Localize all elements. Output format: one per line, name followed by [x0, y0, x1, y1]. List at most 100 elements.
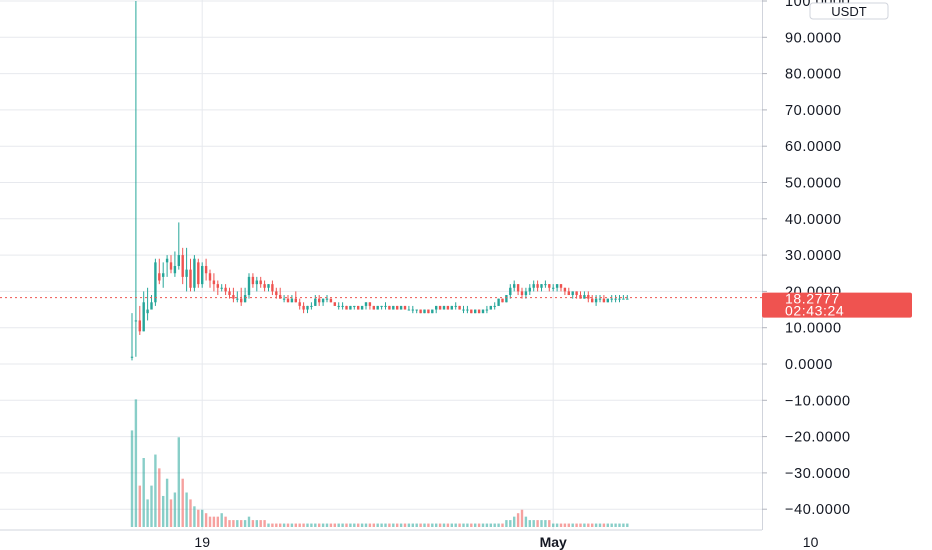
volume-bar	[165, 478, 169, 527]
candle-body	[505, 295, 508, 303]
time-axis[interactable]: 19 May 10	[0, 529, 819, 550]
volume-bar	[536, 520, 539, 527]
price-axis[interactable]: 100.000090.000080.000070.000060.000050.0…	[762, 0, 851, 518]
candle-body	[407, 309, 411, 311]
volume-bar	[162, 495, 165, 527]
volume-bar	[247, 516, 251, 527]
volume-bar	[193, 506, 196, 527]
price-tick-label: 60.0000	[785, 139, 842, 155]
volume-bar	[197, 509, 200, 527]
volume-bar	[415, 523, 418, 527]
volume-bar	[392, 523, 395, 527]
candle-body	[259, 280, 262, 285]
volume-bar	[380, 523, 383, 527]
candle-body	[388, 305, 391, 310]
volume-bar	[466, 523, 469, 527]
candle-body	[197, 262, 200, 285]
volume-bar	[158, 468, 161, 527]
candle-body	[618, 298, 621, 300]
volume-bar	[587, 523, 590, 527]
volume-bar	[360, 523, 364, 527]
price-tick-label: 90.0000	[785, 30, 842, 46]
candle-body	[314, 298, 317, 306]
candle-body	[302, 305, 305, 310]
volume-bar	[318, 523, 321, 527]
candle-body	[247, 276, 251, 296]
candle-body	[598, 298, 602, 300]
time-axis-label: May	[540, 534, 567, 550]
candle-body	[470, 309, 473, 314]
volume-bar	[618, 523, 621, 527]
volume-bar	[255, 520, 258, 527]
candle-body	[427, 309, 430, 314]
candle-body	[263, 284, 266, 288]
candle-body	[162, 273, 165, 277]
volume-bar	[622, 523, 625, 527]
volume-bar	[481, 523, 485, 527]
volume-bar	[450, 523, 453, 527]
volume-bar	[474, 523, 477, 527]
candle-body	[185, 269, 188, 277]
candle-body	[372, 305, 375, 310]
price-tick-label: 50.0000	[785, 176, 842, 192]
grid-lines	[0, 0, 762, 530]
candle-body	[345, 305, 348, 310]
volume-bar	[169, 499, 173, 527]
volume-bar	[267, 523, 270, 527]
price-tick-label: 0.0000	[785, 357, 833, 373]
volume-bar	[130, 430, 134, 527]
candle-body	[415, 309, 418, 311]
candle-body	[165, 258, 169, 263]
price-tick-label: 30.0000	[785, 248, 842, 264]
volume-bar	[438, 523, 442, 527]
volume-bar	[555, 523, 559, 527]
volume-bar	[353, 523, 356, 527]
candle-body	[450, 305, 453, 310]
volume-bar	[142, 458, 145, 527]
volume-bar	[181, 478, 184, 527]
volume-bar	[493, 523, 496, 527]
candle-body	[321, 298, 325, 303]
price-tick-label: −30.0000	[785, 466, 851, 482]
candle-body	[158, 273, 161, 281]
candle-body	[232, 295, 235, 299]
candle-body	[477, 309, 481, 314]
candle-body	[228, 291, 231, 296]
candle-body	[446, 305, 450, 310]
volume-bar	[540, 520, 543, 527]
currency-unit-badge[interactable]: USDT	[809, 2, 889, 20]
volume-bar	[571, 523, 574, 527]
candle-body	[567, 291, 570, 296]
volume-bar	[282, 523, 286, 527]
volume-bar	[583, 523, 586, 527]
volume-bar	[454, 523, 457, 527]
volume-bar	[345, 523, 348, 527]
candle-body	[423, 309, 426, 314]
volume-bar	[403, 523, 407, 527]
candlesticks	[130, 1, 629, 361]
candle-body	[173, 265, 177, 274]
last-price-value: 18.2777	[785, 291, 840, 307]
candle-body	[318, 298, 321, 303]
candle-body	[454, 305, 457, 307]
candle-body	[169, 262, 173, 270]
volume-bar	[497, 523, 500, 527]
candle-body	[138, 320, 141, 332]
volume-bar	[376, 523, 379, 527]
candle-body	[528, 287, 531, 292]
candle-body	[513, 284, 516, 288]
candle-body	[501, 298, 504, 303]
volume-bars	[130, 399, 629, 527]
price-tick-label: 40.0000	[785, 212, 842, 228]
candle-body	[286, 298, 290, 303]
unit-badge-frame	[809, 2, 889, 20]
candle-body	[189, 269, 192, 288]
candle-body	[497, 298, 500, 306]
candle-body	[240, 298, 243, 303]
candle-body	[399, 305, 403, 310]
candle-body	[364, 302, 368, 306]
volume-bar	[485, 523, 489, 527]
volume-bar	[275, 523, 278, 527]
candle-body	[243, 295, 247, 303]
